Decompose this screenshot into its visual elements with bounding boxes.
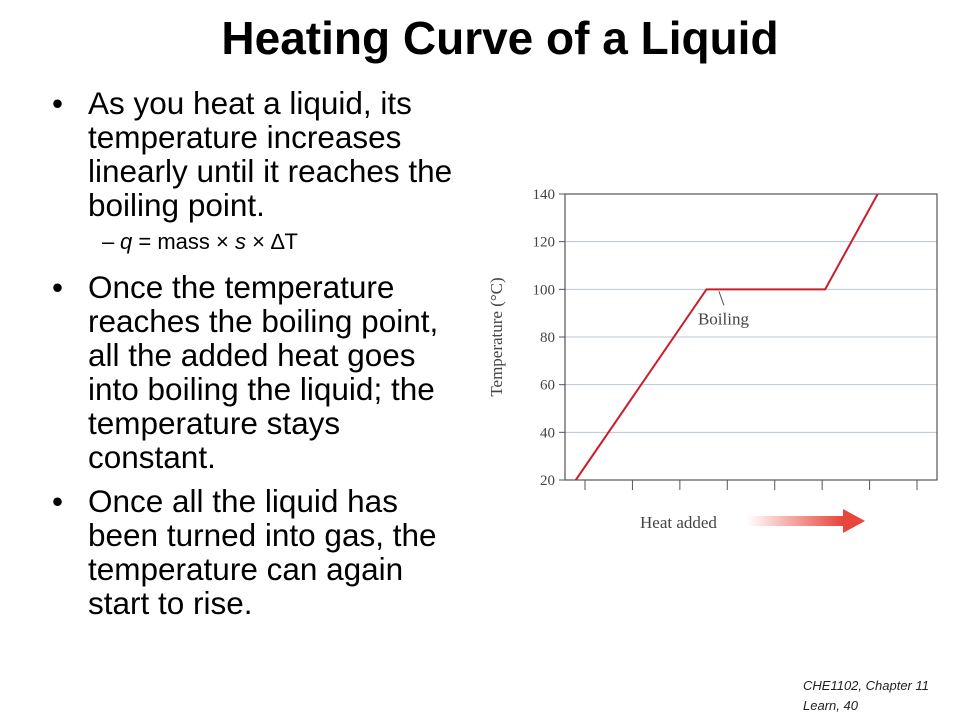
y-tick-label: 120	[533, 235, 556, 251]
formula-tail: × ∆T	[245, 229, 298, 254]
heating-curve-chart: 20 40 60 80 100 120 140 Boiling Temperature (°…	[487, 187, 938, 533]
y-tick-label: 100	[533, 282, 556, 298]
formula-q: q	[120, 229, 133, 254]
bullet-1: • As you heat a liquid, its temperature …	[50, 86, 470, 222]
y-tick-label: 20	[540, 473, 555, 489]
y-tick-label: 60	[540, 378, 555, 394]
gridlines	[565, 241, 937, 433]
y-tick-label: 80	[540, 330, 555, 346]
plot-frame	[564, 193, 938, 481]
formula-s: s	[234, 229, 246, 254]
sub-bullet-formula: – q = mass × s × ∆T	[50, 228, 470, 256]
formula-mid: = mass ×	[132, 229, 235, 254]
x-axis-label: Heat added	[640, 513, 717, 532]
bullet-dot: •	[52, 269, 64, 305]
sub-bullet-dash: –	[102, 229, 115, 254]
boiling-annotation-leader	[718, 291, 725, 306]
bullet-2-text: Once the temperature reaches the boiling…	[88, 269, 439, 475]
slide-title: Heating Curve of a Liquid	[221, 12, 779, 64]
heating-curve-line	[574, 193, 879, 481]
heat-arrow-head	[843, 509, 865, 533]
y-tick-label: 140	[533, 187, 556, 203]
y-tick-label: 40	[540, 425, 555, 441]
bullet-list: • As you heat a liquid, its temperature …	[50, 86, 470, 630]
footer-course: CHE1102, Chapter 11	[803, 678, 929, 693]
bullet-1-text: As you heat a liquid, its temperature in…	[88, 85, 453, 223]
slide-footer: CHE1102, Chapter 11 Learn, 40	[803, 676, 929, 716]
bullet-2: • Once the temperature reaches the boili…	[50, 270, 470, 474]
footer-page: Learn, 40	[803, 698, 858, 713]
boiling-annotation: Boiling	[698, 309, 750, 328]
y-axis-label: Temperature (°C)	[487, 277, 506, 396]
y-axis-ticks: 20 40 60 80 100 120 140	[533, 187, 565, 489]
x-axis-ticks	[584, 480, 918, 490]
bullet-dot: •	[52, 85, 64, 121]
heat-arrow-shaft	[747, 516, 843, 526]
bullet-dot: •	[52, 483, 64, 519]
bullet-3: • Once all the liquid has been turned in…	[50, 484, 470, 620]
bullet-3-text: Once all the liquid has been turned into…	[88, 483, 437, 621]
